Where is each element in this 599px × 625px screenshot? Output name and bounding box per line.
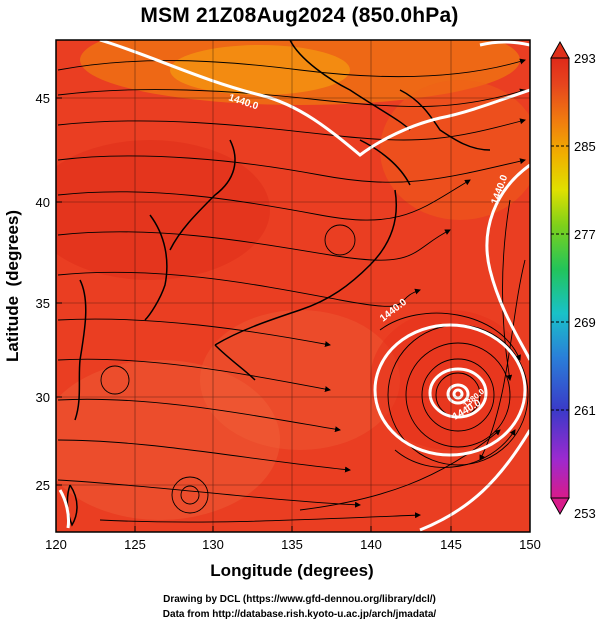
colorbar-label: 293: [574, 51, 596, 66]
credit-drawing: Drawing by DCL (https://www.gfd-dennou.o…: [163, 594, 436, 605]
y-ticks: [56, 97, 62, 486]
credit-data: Data from http://database.rish.kyoto-u.a…: [162, 609, 437, 620]
x-tick-label: 130: [202, 537, 224, 552]
y-tick-label: 40: [36, 195, 50, 210]
grid: [56, 40, 530, 532]
colorbar-label: 285: [574, 139, 596, 154]
colorbar-label: 253: [574, 506, 596, 521]
y-axis-label: Latitude (degrees): [3, 210, 22, 362]
y-tick-label: 30: [36, 390, 50, 405]
x-tick-label: 135: [281, 537, 303, 552]
x-tick-label: 120: [45, 537, 67, 552]
streamlines: [57, 58, 529, 523]
y-tick-label: 35: [36, 296, 50, 311]
x-tick-label: 145: [440, 537, 462, 552]
colorbar-label: 277: [574, 227, 596, 242]
plot-frame: [55, 39, 531, 533]
x-tick-label: 125: [124, 537, 146, 552]
coastlines: [66, 40, 491, 527]
y-tick-label: 25: [36, 478, 50, 493]
colorbar-label: 261: [574, 403, 596, 418]
colorbar-label: 269: [574, 315, 596, 330]
colorbar: [550, 40, 570, 516]
geopotential-contours: [58, 40, 530, 532]
x-tick-label: 140: [360, 537, 382, 552]
x-tick-label: 150: [519, 537, 541, 552]
x-ticks: [55, 526, 531, 532]
y-tick-label: 45: [36, 91, 50, 106]
temperature-field: [56, 40, 530, 532]
chart-title: MSM 21Z08Aug2024 (850.0hPa): [140, 4, 459, 27]
x-axis-label: Longitude (degrees): [210, 561, 373, 580]
